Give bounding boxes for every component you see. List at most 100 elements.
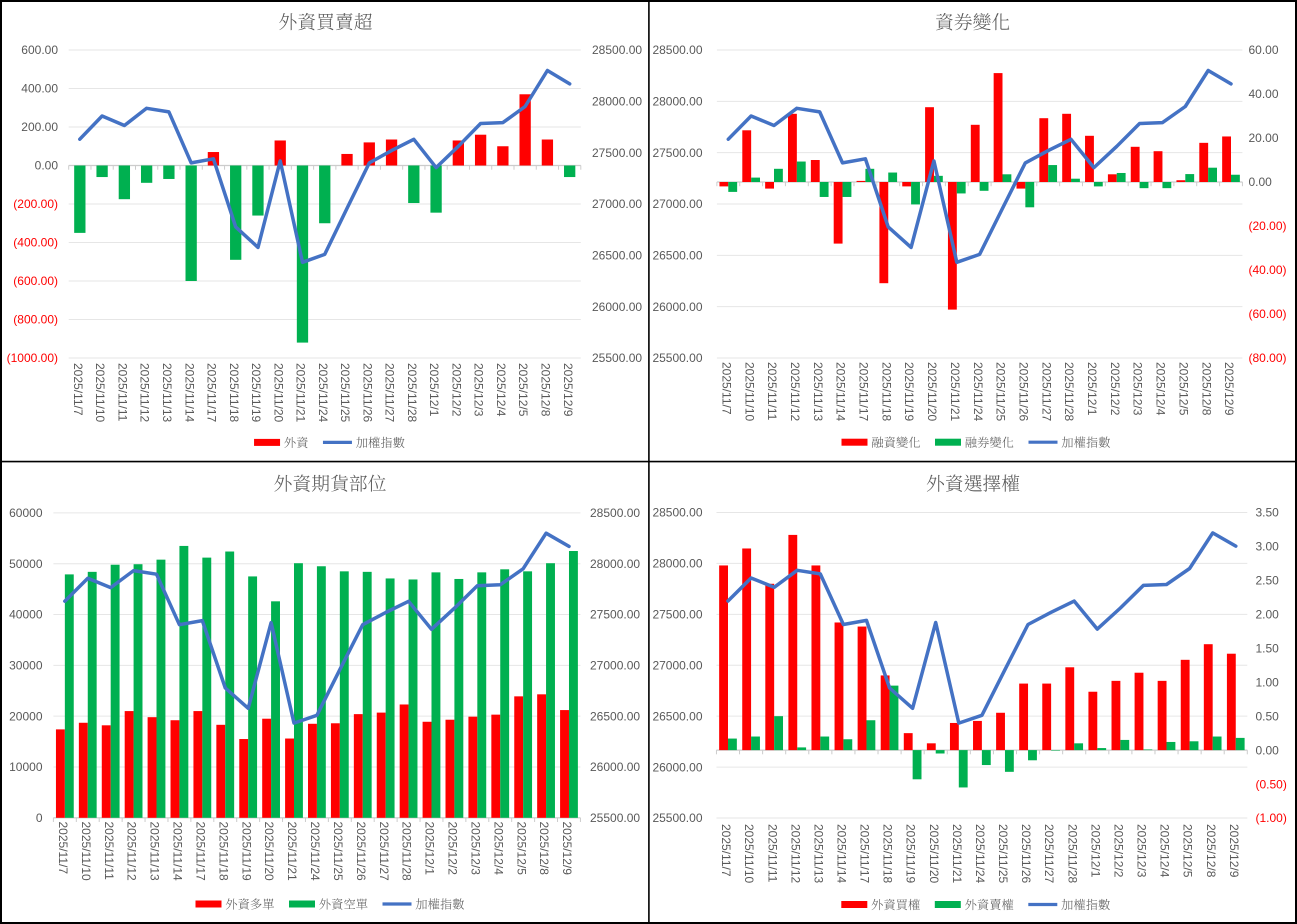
svg-text:2025/11/21: 2025/11/21: [285, 822, 299, 881]
svg-text:26000.00: 26000.00: [590, 760, 640, 774]
svg-text:0.00: 0.00: [1256, 743, 1280, 757]
svg-text:2025/11/12: 2025/11/12: [788, 362, 802, 421]
svg-text:2025/11/20: 2025/11/20: [271, 363, 285, 422]
svg-text:2025/11/28: 2025/11/28: [1065, 824, 1079, 883]
svg-text:2025/12/8: 2025/12/8: [1199, 362, 1213, 416]
svg-text:2025/11/11: 2025/11/11: [115, 363, 129, 422]
svg-text:2025/12/9: 2025/12/9: [560, 822, 574, 876]
svg-text:2025/11/24: 2025/11/24: [973, 824, 987, 883]
svg-text:28500.00: 28500.00: [652, 43, 702, 57]
svg-text:26500.00: 26500.00: [652, 249, 702, 263]
svg-text:2025/11/13: 2025/11/13: [160, 363, 174, 422]
svg-text:2025/11/17: 2025/11/17: [858, 824, 872, 883]
svg-text:0.50: 0.50: [1256, 709, 1280, 723]
svg-text:2025/11/18: 2025/11/18: [227, 363, 241, 422]
svg-text:2025/11/25: 2025/11/25: [996, 824, 1010, 883]
svg-text:2025/12/2: 2025/12/2: [449, 363, 463, 417]
svg-text:25500.00: 25500.00: [592, 351, 642, 365]
svg-text:(1.00): (1.00): [1256, 811, 1287, 825]
svg-text:26000.00: 26000.00: [592, 300, 642, 314]
svg-text:2025/11/7: 2025/11/7: [719, 362, 733, 415]
svg-text:26500.00: 26500.00: [590, 709, 640, 723]
svg-text:2025/11/27: 2025/11/27: [377, 822, 391, 881]
svg-text:2025/11/24: 2025/11/24: [308, 822, 322, 881]
svg-text:2025/11/10: 2025/11/10: [742, 362, 756, 421]
svg-text:2025/11/20: 2025/11/20: [262, 822, 276, 881]
svg-text:2025/11/14: 2025/11/14: [834, 362, 848, 421]
svg-text:2025/11/17: 2025/11/17: [205, 363, 219, 422]
svg-text:2025/12/8: 2025/12/8: [1204, 824, 1218, 878]
svg-text:2025/12/4: 2025/12/4: [1154, 362, 1168, 416]
svg-text:(1000.00): (1000.00): [7, 351, 58, 365]
svg-text:2025/11/10: 2025/11/10: [79, 822, 93, 881]
svg-text:26500.00: 26500.00: [652, 709, 702, 723]
svg-text:2025/11/27: 2025/11/27: [1039, 362, 1053, 421]
svg-text:2025/12/5: 2025/12/5: [516, 363, 530, 417]
svg-text:1.00: 1.00: [1256, 675, 1280, 689]
svg-text:10000: 10000: [9, 760, 43, 774]
svg-text:25500.00: 25500.00: [652, 811, 702, 825]
svg-text:2025/11/19: 2025/11/19: [249, 363, 263, 422]
svg-text:2025/11/13: 2025/11/13: [811, 824, 825, 883]
svg-text:40000: 40000: [9, 608, 43, 622]
svg-text:26500.00: 26500.00: [592, 249, 642, 263]
svg-text:26000.00: 26000.00: [652, 300, 702, 314]
svg-text:3.00: 3.00: [1256, 540, 1280, 554]
svg-text:2025/12/1: 2025/12/1: [427, 363, 441, 417]
svg-text:2025/11/12: 2025/11/12: [125, 822, 139, 881]
svg-text:2025/12/8: 2025/12/8: [539, 363, 553, 417]
svg-text:2025/11/26: 2025/11/26: [1019, 824, 1033, 883]
svg-text:25500.00: 25500.00: [652, 351, 702, 365]
svg-text:2025/11/7: 2025/11/7: [56, 822, 70, 875]
svg-text:2025/11/25: 2025/11/25: [331, 822, 345, 881]
svg-text:28500.00: 28500.00: [592, 43, 642, 57]
svg-text:(60.00): (60.00): [1249, 307, 1287, 321]
svg-text:2025/11/24: 2025/11/24: [971, 362, 985, 421]
svg-text:2025/12/4: 2025/12/4: [494, 363, 508, 417]
svg-text:2025/11/12: 2025/11/12: [788, 824, 802, 883]
svg-text:2025/12/3: 2025/12/3: [1135, 824, 1149, 878]
svg-text:2025/11/13: 2025/11/13: [811, 362, 825, 421]
svg-text:28500.00: 28500.00: [652, 506, 702, 520]
svg-text:2025/12/9: 2025/12/9: [1227, 824, 1241, 878]
svg-text:0.00: 0.00: [1249, 175, 1273, 189]
svg-text:2025/11/18: 2025/11/18: [216, 822, 230, 881]
svg-text:30000: 30000: [9, 659, 43, 673]
svg-text:28000.00: 28000.00: [590, 557, 640, 571]
svg-text:(600.00): (600.00): [13, 274, 58, 288]
svg-text:27000.00: 27000.00: [652, 658, 702, 672]
svg-text:2025/11/28: 2025/11/28: [405, 363, 419, 422]
svg-text:2025/11/10: 2025/11/10: [742, 824, 756, 883]
svg-text:2025/12/3: 2025/12/3: [468, 822, 482, 876]
svg-text:2025/12/5: 2025/12/5: [1181, 824, 1195, 878]
svg-text:2025/12/2: 2025/12/2: [1108, 362, 1122, 416]
svg-text:20000: 20000: [9, 709, 43, 723]
svg-text:2025/11/17: 2025/11/17: [193, 822, 207, 881]
svg-text:28000.00: 28000.00: [652, 557, 702, 571]
svg-text:2025/11/27: 2025/11/27: [383, 363, 397, 422]
svg-text:2025/11/14: 2025/11/14: [171, 822, 185, 881]
svg-text:2025/12/5: 2025/12/5: [514, 822, 528, 876]
svg-text:2025/11/19: 2025/11/19: [239, 822, 253, 881]
svg-text:2025/12/4: 2025/12/4: [1158, 824, 1172, 878]
svg-text:2025/12/8: 2025/12/8: [537, 822, 551, 876]
svg-text:2025/12/9: 2025/12/9: [1222, 362, 1236, 416]
svg-text:2025/11/14: 2025/11/14: [835, 824, 849, 883]
svg-text:2025/12/4: 2025/12/4: [491, 822, 505, 876]
svg-text:2025/11/25: 2025/11/25: [994, 362, 1008, 421]
svg-text:2025/11/26: 2025/11/26: [354, 822, 368, 881]
svg-text:2025/11/11: 2025/11/11: [765, 824, 779, 883]
svg-text:27000.00: 27000.00: [652, 197, 702, 211]
svg-text:28000.00: 28000.00: [592, 95, 642, 109]
svg-text:25500.00: 25500.00: [590, 811, 640, 825]
svg-text:2025/12/5: 2025/12/5: [1176, 362, 1190, 416]
svg-text:27500.00: 27500.00: [652, 608, 702, 622]
svg-text:2025/12/2: 2025/12/2: [446, 822, 460, 876]
svg-text:(200.00): (200.00): [13, 197, 58, 211]
svg-text:(20.00): (20.00): [1249, 219, 1287, 233]
svg-text:2025/11/18: 2025/11/18: [879, 362, 893, 421]
svg-text:2025/12/2: 2025/12/2: [1111, 824, 1125, 878]
svg-text:(400.00): (400.00): [13, 236, 58, 250]
svg-text:27000.00: 27000.00: [592, 197, 642, 211]
svg-text:2025/11/28: 2025/11/28: [1062, 362, 1076, 421]
